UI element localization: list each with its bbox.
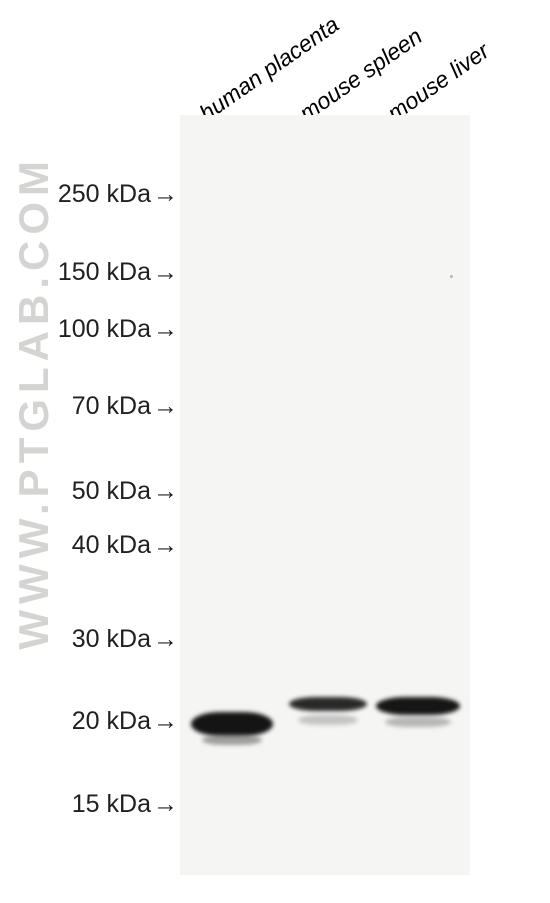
blot-band (191, 712, 273, 736)
arrow-right-icon: → (153, 258, 178, 287)
marker-label: 70 kDa (72, 392, 151, 421)
marker-row: 15 kDa → (0, 793, 180, 817)
marker-row: 40 kDa → (0, 534, 180, 558)
blot-band (376, 697, 460, 715)
marker-label: 50 kDa (72, 477, 151, 506)
arrow-right-icon: → (153, 477, 178, 506)
blot-band (298, 715, 358, 725)
blot-band (202, 735, 262, 745)
marker-row: 30 kDa → (0, 628, 180, 652)
marker-label: 150 kDa (58, 258, 151, 287)
marker-row: 150 kDa → (0, 261, 180, 285)
arrow-right-icon: → (153, 392, 178, 421)
noise-artifact (450, 275, 453, 278)
marker-label: 40 kDa (72, 531, 151, 560)
arrow-right-icon: → (153, 707, 178, 736)
figure-container: human placenta mouse spleen mouse liver … (0, 0, 550, 903)
blot-band (385, 717, 451, 727)
lane-labels-region: human placenta mouse spleen mouse liver (0, 0, 550, 115)
marker-row: 50 kDa → (0, 480, 180, 504)
marker-label: 15 kDa (72, 790, 151, 819)
marker-label: 20 kDa (72, 707, 151, 736)
arrow-right-icon: → (153, 180, 178, 209)
marker-label: 250 kDa (58, 180, 151, 209)
marker-row: 70 kDa → (0, 395, 180, 419)
arrow-right-icon: → (153, 531, 178, 560)
blot-membrane (180, 115, 470, 875)
blot-band (289, 697, 367, 711)
marker-row: 20 kDa → (0, 710, 180, 734)
arrow-right-icon: → (153, 315, 178, 344)
marker-label: 100 kDa (58, 315, 151, 344)
arrow-right-icon: → (153, 625, 178, 654)
marker-row: 100 kDa → (0, 318, 180, 342)
marker-row: 250 kDa → (0, 183, 180, 207)
marker-label: 30 kDa (72, 625, 151, 654)
arrow-right-icon: → (153, 790, 178, 819)
